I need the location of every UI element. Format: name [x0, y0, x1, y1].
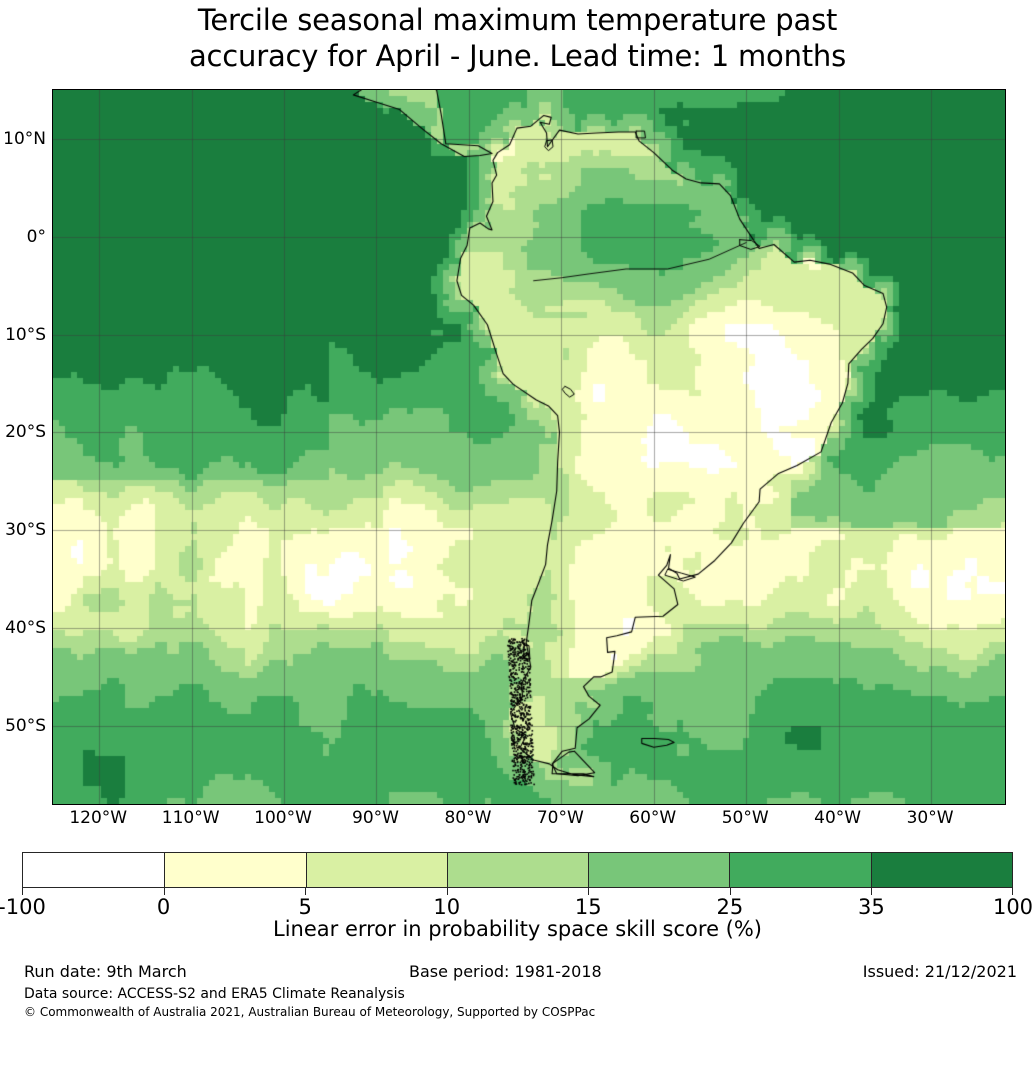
- y-tick-label-4: 30°S: [5, 520, 46, 541]
- colorbar-segment-1: [164, 853, 306, 887]
- colorbar-tick-0: [22, 888, 23, 895]
- colorbar-segment-5: [729, 853, 871, 887]
- map-plot-area[interactable]: [52, 89, 1006, 805]
- colorbar-tick-2: [305, 888, 307, 895]
- title-line-1: Tercile seasonal maximum temperature pas…: [197, 3, 838, 37]
- colorbar-tick-label-0: -100: [0, 895, 46, 919]
- colorbar-divider-4: [588, 853, 590, 887]
- colorbar-tick-label-6: 35: [858, 895, 885, 919]
- page-title: Tercile seasonal maximum temperature pas…: [0, 2, 1035, 74]
- x-tick-label-5: 70°W: [536, 808, 584, 828]
- colorbar-tick-label-2: 5: [298, 895, 312, 919]
- x-tick-label-7: 50°W: [721, 808, 769, 828]
- colorbar-segment-6: [870, 853, 1012, 887]
- y-tick-label-2: 10°S: [5, 324, 46, 345]
- colorbar-tick-5: [729, 888, 731, 895]
- copyright-text: © Commonwealth of Australia 2021, Austra…: [24, 1005, 596, 1019]
- x-tick-label-4: 80°W: [444, 808, 492, 828]
- colorbar-tick-3: [446, 888, 448, 895]
- colorbar-title: Linear error in probability space skill …: [273, 917, 762, 941]
- colorbar-segment-2: [305, 853, 447, 887]
- y-tick-label-0: 10°N: [3, 128, 46, 149]
- colorbar-tick-label-1: 0: [156, 895, 171, 919]
- y-tick-label-3: 20°S: [5, 422, 46, 443]
- colorbar-divider-3: [446, 853, 448, 887]
- run-date-text: Run date: 9th March: [24, 962, 187, 981]
- colorbar-tick-1: [163, 888, 165, 895]
- colorbar-tick-label-3: 10: [433, 895, 461, 919]
- base-period-text: Base period: 1981-2018: [409, 962, 602, 981]
- colorbar-divider-6: [870, 853, 872, 887]
- colorbar-tick-4: [588, 888, 590, 895]
- colorbar-divider-5: [729, 853, 731, 887]
- x-tick-label-3: 90°W: [352, 808, 399, 828]
- y-tick-label-1: 0°: [26, 226, 46, 247]
- x-tick-label-2: 100°W: [254, 808, 312, 828]
- data-source-text: Data source: ACCESS-S2 and ERA5 Climate …: [24, 986, 405, 1002]
- issued-date-text: Issued: 21/12/2021: [862, 962, 1017, 981]
- y-tick-label-5: 40°S: [5, 617, 46, 638]
- skill-score-heatmap: [53, 90, 1005, 804]
- x-tick-label-6: 60°W: [629, 808, 677, 828]
- x-tick-label-9: 30°W: [906, 808, 954, 828]
- colorbar-divider-2: [305, 853, 307, 887]
- colorbar-segment-3: [446, 853, 589, 887]
- x-tick-label-8: 40°W: [814, 808, 862, 828]
- colorbar[interactable]: [22, 852, 1013, 888]
- y-tick-label-6: 50°S: [5, 715, 46, 736]
- colorbar-segment-0: [23, 853, 165, 887]
- colorbar-tick-label-5: 25: [716, 895, 744, 919]
- title-line-2: accuracy for April - June. Lead time: 1 …: [188, 39, 847, 73]
- x-tick-label-0: 120°W: [69, 808, 128, 828]
- colorbar-tick-label-7: 100: [992, 895, 1034, 919]
- colorbar-divider-1: [164, 853, 166, 887]
- colorbar-tick-6: [871, 888, 873, 895]
- colorbar-tick-7: [1012, 888, 1013, 895]
- colorbar-tick-label-4: 15: [574, 895, 602, 919]
- colorbar-segment-4: [588, 853, 730, 887]
- x-tick-label-1: 110°W: [161, 808, 220, 828]
- colorbar-gradient: [22, 852, 1013, 888]
